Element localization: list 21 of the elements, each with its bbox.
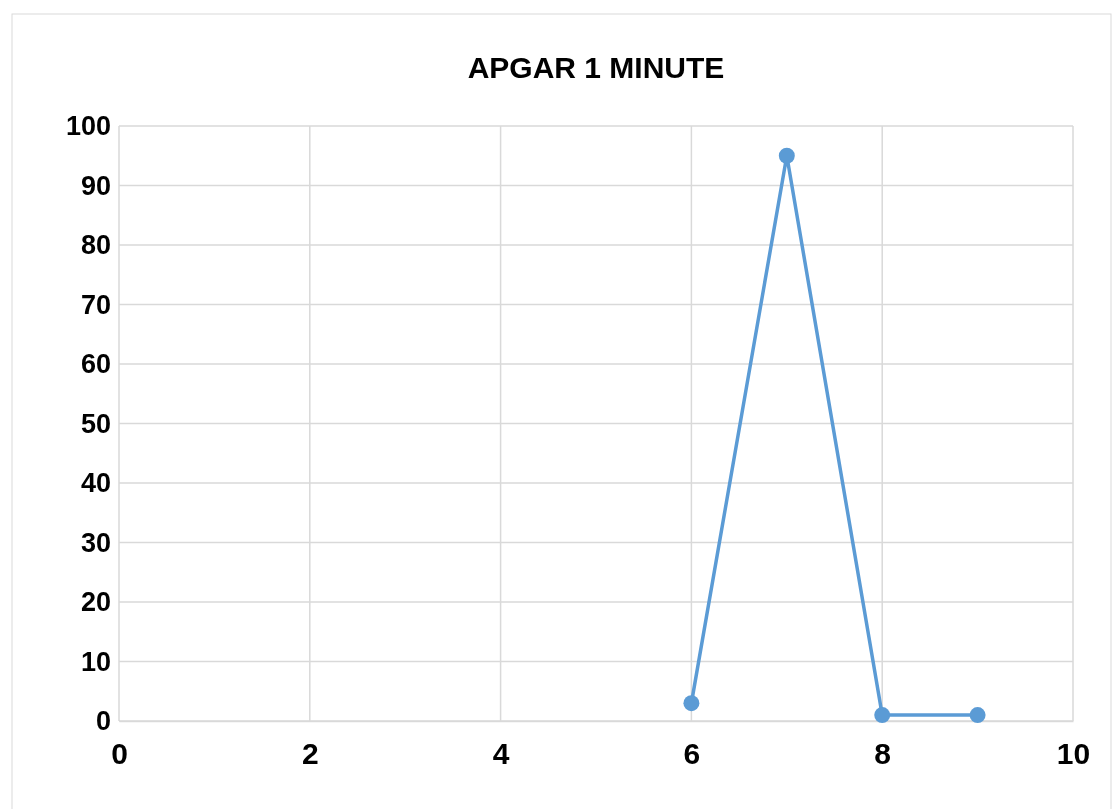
x-tick-label: 8 — [874, 737, 892, 771]
x-tick-label: 10 — [1056, 737, 1091, 771]
y-tick-label: 10 — [80, 646, 111, 677]
y-tick-label: 20 — [80, 587, 111, 618]
y-tick-label: 50 — [80, 408, 111, 439]
y-tick-label: 80 — [80, 230, 111, 261]
x-tick-label: 6 — [683, 737, 701, 771]
chart-title: APGAR 1 MINUTE — [467, 51, 725, 84]
point — [874, 707, 891, 724]
y-tick-label: 60 — [80, 349, 111, 380]
y-tick-label: 100 — [65, 111, 111, 142]
y-tick-label: 90 — [80, 170, 111, 201]
x-tick-label: 4 — [492, 737, 510, 771]
y-tick-label: 0 — [95, 706, 111, 737]
point — [969, 707, 986, 724]
y-tick-label: 30 — [80, 527, 111, 558]
point — [683, 695, 700, 712]
y-tick-label: 40 — [80, 468, 111, 499]
y-tick-label: 70 — [80, 289, 111, 320]
x-tick-label: 2 — [301, 737, 319, 771]
point — [778, 147, 795, 164]
